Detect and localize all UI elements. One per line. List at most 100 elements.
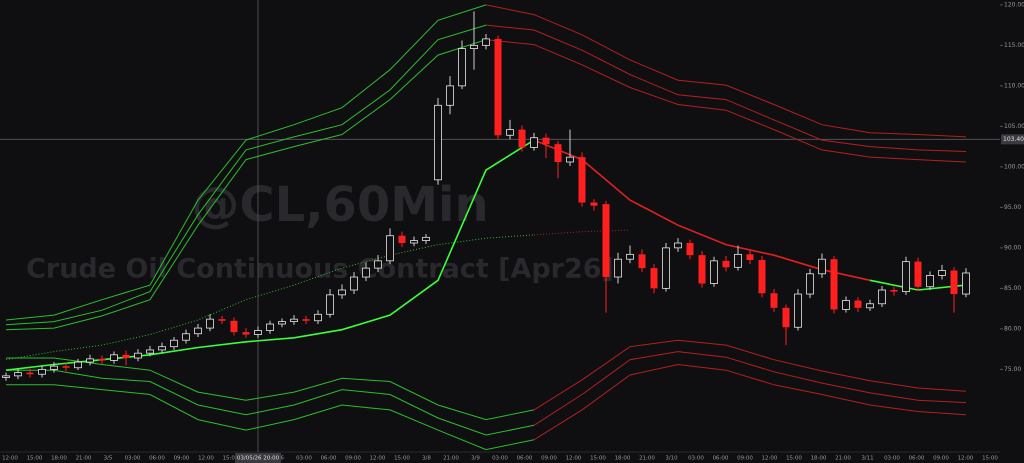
candle-body <box>182 333 190 341</box>
candle-body <box>2 375 10 378</box>
candle-body <box>854 300 862 308</box>
candle-body <box>938 270 946 276</box>
candle-body <box>674 242 682 249</box>
x-tick-label: 03:00 <box>884 456 900 462</box>
candle-body <box>62 366 70 368</box>
candle-body <box>446 85 454 106</box>
x-tick-label: 18:00 <box>811 456 827 462</box>
y-tick-label: 80.00 <box>1004 325 1021 332</box>
x-tick-label: 12:00 <box>566 456 582 462</box>
overlay-line <box>485 4 967 138</box>
candle-body <box>302 319 310 321</box>
overlay-line <box>533 139 871 282</box>
watermark: @CL,60Min <box>191 177 488 233</box>
candle-body <box>698 255 706 284</box>
candle-body <box>218 319 226 321</box>
candle-body <box>254 330 262 335</box>
crosshair-price-box <box>1001 134 1024 145</box>
y-tick-label: 90.00 <box>1004 244 1021 251</box>
x-tick-label: 09:00 <box>345 456 361 462</box>
candle-body <box>626 253 634 260</box>
x-tick-label: 15:00 <box>786 456 802 462</box>
crosshair-time-box <box>235 453 281 463</box>
overlay-line <box>533 351 967 426</box>
candle-body <box>350 276 358 291</box>
candle-body <box>482 38 490 46</box>
candle-body <box>662 247 670 289</box>
candle-body <box>602 204 610 278</box>
candle-body <box>782 307 790 328</box>
candle-body <box>686 243 694 256</box>
x-tick-label: 06:00 <box>909 456 925 462</box>
candle-body <box>506 129 514 136</box>
x-tick-label: 09:00 <box>541 456 557 462</box>
watermark-subtitle: Crude Oil Continuous Contract [Apr26] <box>26 254 614 285</box>
y-tick-label: 120.00 <box>1004 1 1024 8</box>
overlay-line <box>6 357 535 421</box>
x-tick-label: 12:00 <box>958 456 974 462</box>
candle-body <box>590 202 598 206</box>
x-tick-label: 03:00 <box>125 456 141 462</box>
candle-body <box>530 137 538 148</box>
x-tick-label: 3/5 <box>104 456 113 462</box>
y-tick-label: 105.00 <box>1004 123 1024 130</box>
x-tick-label: 03:00 <box>492 456 508 462</box>
candle-body <box>410 240 418 244</box>
x-tick-label: 3/10 <box>665 456 678 462</box>
candle-body <box>746 254 754 261</box>
x-tick-label: 06:00 <box>517 456 533 462</box>
candle-body <box>770 293 778 308</box>
candle-body <box>98 358 106 361</box>
candle-body <box>494 38 502 136</box>
x-tick-label: 3/9 <box>471 456 480 462</box>
overlay-line <box>533 339 967 411</box>
candle-body <box>422 236 430 241</box>
y-tick-label: 95.00 <box>1004 204 1021 211</box>
x-tick-label: 06:00 <box>149 456 165 462</box>
candle-body <box>194 327 202 335</box>
candle-body <box>902 261 910 293</box>
candle-body <box>794 293 802 328</box>
candle-body <box>74 361 82 369</box>
candle-body <box>566 156 574 163</box>
overlay-line <box>485 39 967 163</box>
x-tick-label: 15:00 <box>223 456 239 462</box>
y-tick-label: 100.00 <box>1004 163 1024 170</box>
candle-body <box>434 104 442 181</box>
crosshair-price-label: 103.40 <box>1003 136 1024 143</box>
overlay-line <box>5 4 487 321</box>
x-tick-label: 21:00 <box>639 456 655 462</box>
candle-body <box>230 320 238 333</box>
candle-body <box>206 318 214 329</box>
candle-body <box>374 260 382 269</box>
candle-body <box>458 48 466 87</box>
x-tick-label: 06:00 <box>321 456 337 462</box>
x-tick-label: 09:00 <box>737 456 753 462</box>
candle-body <box>710 260 718 284</box>
x-tick-label: 15:00 <box>590 456 606 462</box>
candle-body <box>278 321 286 325</box>
candle-body <box>242 332 250 335</box>
x-tick-label: 15:00 <box>982 456 998 462</box>
candle-body <box>266 323 274 331</box>
candle-body <box>398 235 406 244</box>
candle-body <box>638 254 646 269</box>
candle-body <box>650 268 658 289</box>
candle-body <box>338 289 346 296</box>
candle-body <box>842 300 850 310</box>
candle-body <box>950 270 958 295</box>
x-tick-label: 15:00 <box>27 456 43 462</box>
overlay-line <box>5 24 487 326</box>
x-tick-label: 12:00 <box>370 456 386 462</box>
candle-body <box>386 235 394 262</box>
x-tick-label: 15:00 <box>394 456 410 462</box>
candle-body <box>158 346 166 351</box>
x-tick-label: 21:00 <box>835 456 851 462</box>
candle-body <box>26 372 34 375</box>
candle-body <box>134 352 142 359</box>
x-tick-label: 18:00 <box>615 456 631 462</box>
